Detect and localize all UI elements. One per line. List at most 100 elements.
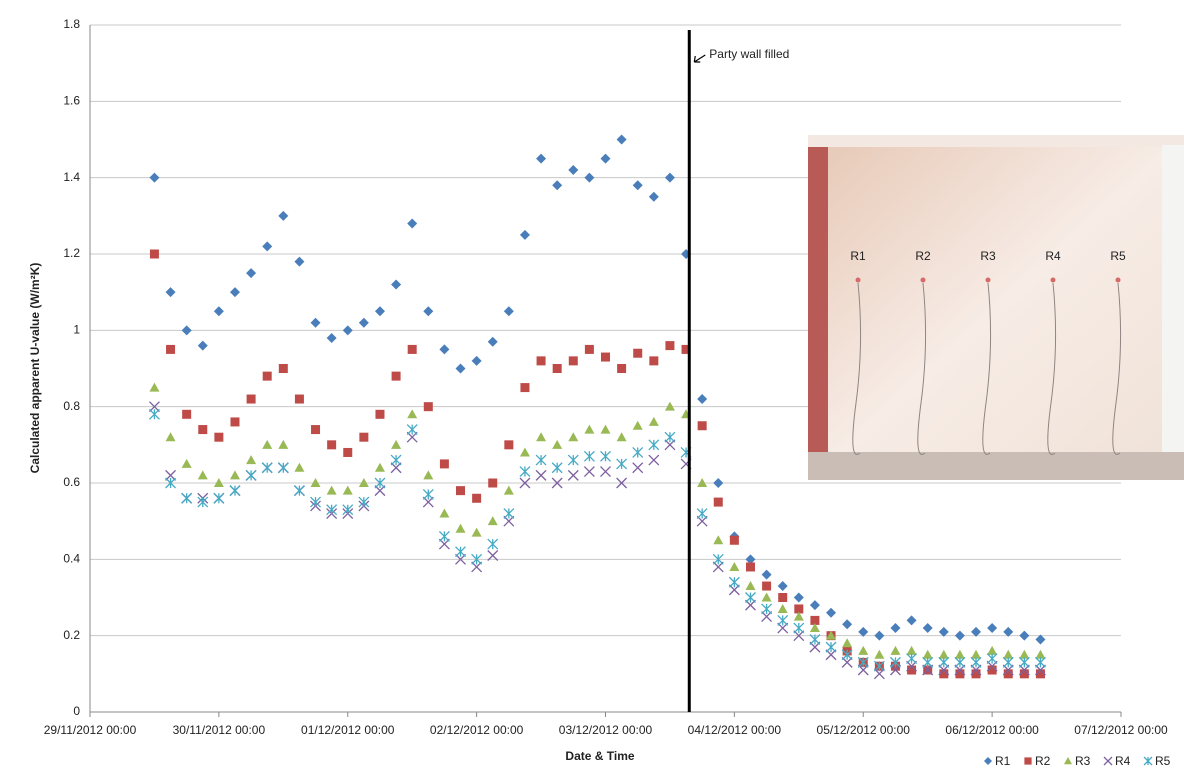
point: [922, 649, 933, 659]
point: [406, 431, 418, 443]
point: [552, 180, 563, 191]
point: [261, 462, 273, 474]
point: [906, 660, 918, 672]
point: [262, 241, 273, 252]
point: [761, 592, 772, 602]
point: [664, 431, 676, 443]
point: [600, 450, 611, 462]
legend-marker: [1064, 757, 1072, 765]
point: [1035, 649, 1046, 659]
point: [262, 439, 273, 449]
point: [616, 134, 627, 145]
point: [601, 352, 610, 362]
point: [890, 656, 901, 668]
point: [438, 530, 450, 542]
point: [197, 496, 209, 508]
point: [471, 527, 482, 537]
point: [519, 477, 531, 489]
legend-label: R4: [1115, 754, 1131, 768]
point: [422, 496, 434, 508]
point: [777, 622, 789, 634]
point: [616, 477, 628, 489]
point: [294, 256, 305, 267]
point: [391, 371, 401, 381]
annotation-arrow: [693, 54, 706, 63]
sensor: [1115, 277, 1121, 283]
point: [165, 477, 177, 489]
point: [793, 592, 804, 603]
point: [857, 656, 869, 668]
point: [455, 523, 466, 533]
inset-label: R4: [1045, 249, 1061, 263]
point: [777, 603, 788, 613]
point: [213, 492, 225, 504]
point: [954, 664, 966, 676]
point: [213, 478, 224, 487]
point: [439, 459, 449, 469]
point: [359, 432, 369, 442]
legend-label: R1: [995, 754, 1011, 768]
point: [390, 454, 402, 466]
sensor-cable: [852, 282, 862, 455]
point: [229, 470, 240, 480]
point: [456, 486, 466, 496]
point: [422, 488, 434, 500]
point: [520, 383, 530, 393]
legend-item: R1: [984, 754, 1011, 768]
point: [246, 394, 256, 404]
point: [954, 649, 965, 659]
legend-label: R2: [1035, 754, 1051, 768]
point: [584, 424, 595, 434]
point: [358, 478, 369, 487]
y-tick-label: 0.8: [63, 399, 80, 413]
point: [471, 553, 483, 565]
point: [471, 561, 483, 573]
point: [149, 382, 160, 392]
point: [406, 424, 418, 436]
point: [616, 432, 627, 442]
point: [391, 439, 402, 449]
point: [841, 656, 853, 668]
legend-marker: [1143, 756, 1153, 766]
point: [697, 394, 708, 405]
point: [423, 402, 433, 412]
point: [906, 645, 917, 655]
point: [567, 454, 579, 466]
point: [696, 508, 708, 519]
point: [664, 172, 675, 183]
point: [471, 355, 482, 366]
point: [246, 455, 257, 465]
point: [1019, 669, 1029, 679]
inset-label: R2: [915, 249, 931, 263]
point: [374, 485, 386, 497]
point: [971, 626, 982, 637]
point: [778, 593, 788, 602]
point: [552, 439, 563, 449]
point: [583, 466, 595, 478]
point: [970, 656, 982, 668]
point: [487, 336, 498, 347]
point: [761, 603, 773, 615]
point: [794, 604, 804, 614]
point: [423, 306, 434, 317]
y-tick-label: 0.4: [63, 552, 80, 566]
point: [310, 496, 321, 508]
point: [358, 317, 369, 328]
point: [987, 623, 998, 634]
x-tick-label: 04/12/2012 00:00: [688, 723, 782, 737]
point: [762, 581, 772, 591]
point: [246, 268, 257, 279]
point: [874, 630, 885, 641]
point: [407, 218, 418, 229]
point: [986, 653, 998, 665]
point: [1018, 664, 1030, 676]
point: [826, 630, 837, 640]
y-tick-label: 0.2: [63, 628, 80, 642]
point: [809, 634, 821, 645]
point: [793, 630, 805, 642]
point: [971, 649, 982, 659]
point: [681, 344, 691, 354]
point: [197, 470, 208, 480]
point: [664, 401, 675, 411]
point: [1034, 656, 1046, 668]
